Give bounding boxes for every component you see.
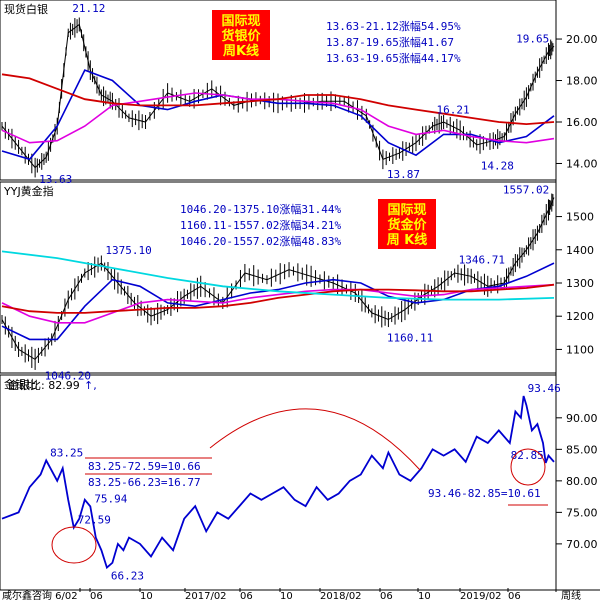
x-tick-label: 2017/02 <box>185 591 227 600</box>
badge-text: 货银价 <box>221 28 261 44</box>
highlight-circle <box>51 526 97 564</box>
y-tick-label: 14.00 <box>566 157 598 170</box>
badge-text: 国际现 <box>387 203 426 218</box>
point-label: 83.25 <box>50 446 83 459</box>
y-tick-label: 80.00 <box>566 475 598 488</box>
price-badge-0 <box>212 10 270 60</box>
highlight-circle <box>510 448 546 486</box>
panel-frame-1 <box>0 181 557 374</box>
point-label: 75.94 <box>94 492 127 505</box>
point-label: 13.87 <box>387 168 420 181</box>
y-tick-label: 1200 <box>566 310 594 323</box>
point-label: 1160.11 <box>387 331 433 344</box>
y-tick-label: 90.00 <box>566 412 598 425</box>
point-label: 66.23 <box>111 570 144 583</box>
badge-text: 周K线 <box>223 43 259 59</box>
point-label: 16.21 <box>437 104 470 117</box>
x-tick-label: 10 <box>280 591 293 600</box>
gain-annotation: 13.63-21.12涨幅54.95% <box>326 20 461 33</box>
y-tick-label: 1300 <box>566 277 594 290</box>
y-tick-label: 1400 <box>566 244 594 257</box>
point-label: 93.46 <box>528 382 561 395</box>
point-label: 1557.02 <box>503 184 549 197</box>
point-label: 1375.10 <box>105 244 151 257</box>
gain-annotation: 13.63-19.65涨幅44.17% <box>326 52 461 65</box>
y-tick-label: 18.00 <box>566 75 598 88</box>
point-label: 13.63 <box>39 173 72 186</box>
ratio-diff-annotation: 83.25-66.23=16.77 <box>88 476 201 489</box>
y-tick-label: 75.00 <box>566 506 598 519</box>
x-tick-label: 10 <box>140 591 153 600</box>
gain-annotation: 1046.20-1557.02涨幅48.83% <box>180 235 341 248</box>
ratio-current: 金银比: 82.99 <box>8 378 80 392</box>
panel-title: 金银比 <box>4 377 37 391</box>
point-label: 14.28 <box>481 160 514 173</box>
badge-text: 货金价 <box>387 217 427 233</box>
point-label: 1046.20 <box>45 369 91 382</box>
price-bars <box>1 193 554 370</box>
y-tick-label: 70.00 <box>566 538 598 551</box>
panel-frame-2 <box>0 374 557 591</box>
badge-text: 周 K线 <box>387 232 428 248</box>
y-tick-label: 16.00 <box>566 116 598 129</box>
x-tick-label: 06 <box>380 591 393 600</box>
point-label: 1346.71 <box>459 253 505 266</box>
x-tick-label: 咸尔鑫咨询 6/02 <box>2 589 78 600</box>
panel-title: 现货白银 <box>4 2 48 16</box>
gain-annotation: 13.87-19.65涨幅41.67 <box>326 36 454 49</box>
panel-frame-0 <box>0 0 557 181</box>
annotation-arc <box>209 408 421 471</box>
series-line-ma_red <box>1 283 555 314</box>
series-line-ratio <box>1 395 555 570</box>
panel-title: YYJ黄金指 <box>3 184 54 198</box>
x-tick-label: 06 <box>508 591 521 600</box>
price-badge-1 <box>378 199 436 249</box>
gain-annotation: 1046.20-1375.10涨幅31.44% <box>180 203 341 216</box>
gain-annotation: 1160.11-1557.02涨幅34.21% <box>180 219 341 232</box>
x-tick-label: 2018/02 <box>320 591 362 600</box>
series-line-price <box>1 197 555 361</box>
series-line-ma_blue <box>1 262 555 341</box>
point-label: 72.59 <box>78 514 111 527</box>
ratio-diff-annotation: 93.46-82.85=10.61 <box>428 487 541 500</box>
x-tick-label: 2019/02 <box>460 591 502 600</box>
badge-text: 国际现 <box>221 14 260 29</box>
y-tick-label: 20.00 <box>566 33 598 46</box>
x-tick-label: 06 <box>240 591 253 600</box>
point-label: 19.65 <box>516 32 549 45</box>
y-tick-label: 85.00 <box>566 443 598 456</box>
point-label: 21.12 <box>72 2 105 15</box>
series-line-ma_red <box>1 73 555 126</box>
x-tick-label: 06 <box>90 591 103 600</box>
x-axis-unit: 周线 <box>561 589 581 600</box>
x-tick-label: 10 <box>418 591 431 600</box>
ratio-arrow: ↑, <box>84 379 97 392</box>
series-line-ma_cyan <box>1 250 555 301</box>
ratio-diff-annotation: 83.25-72.59=10.66 <box>88 460 201 473</box>
y-tick-label: 1100 <box>566 343 594 356</box>
y-tick-label: 1500 <box>566 211 594 224</box>
